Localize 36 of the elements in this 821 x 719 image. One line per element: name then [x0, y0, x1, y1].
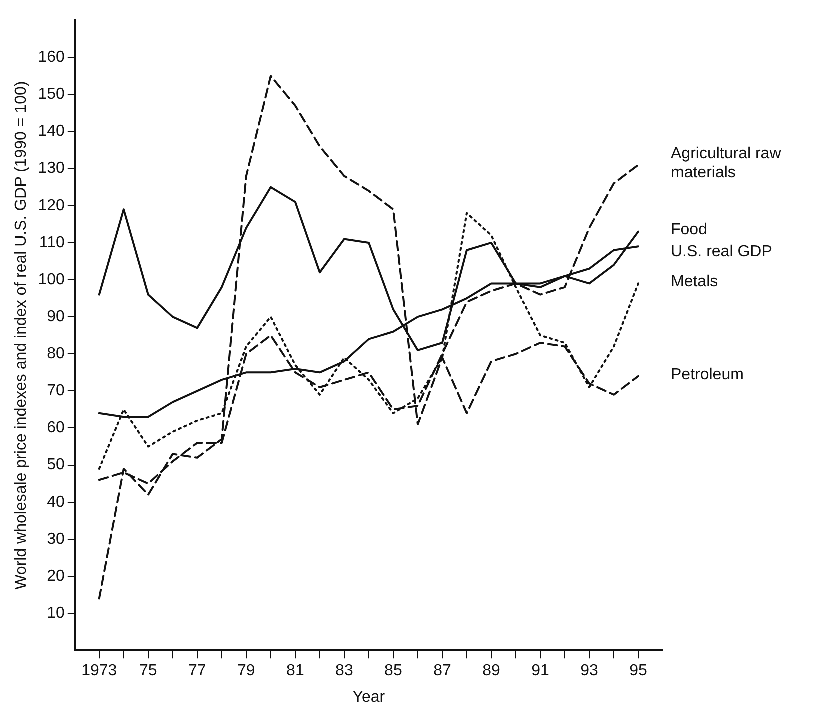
y-tick-label: 150 [38, 86, 65, 104]
text: Agricultural raw materials [671, 146, 782, 182]
y-tick-label: 130 [38, 160, 65, 178]
y-tick-label: 60 [47, 420, 65, 437]
y-tick-label: 120 [38, 197, 65, 214]
y-tick-label: 50 [47, 456, 65, 474]
text: Petroleum [671, 366, 744, 384]
y-tick-label: 20 [47, 568, 65, 585]
text: Food [671, 222, 708, 239]
x-tick-label: 93 [580, 662, 598, 680]
text: Metals [671, 274, 718, 291]
x-tick-label: 83 [336, 662, 354, 680]
y-tick-label: 110 [39, 234, 65, 252]
y-tick-label: 160 [38, 49, 65, 66]
y-tick-label: 90 [47, 308, 65, 326]
x-tick-label: 75 [140, 662, 158, 680]
x-tick-label: 77 [188, 662, 206, 680]
line-series [98, 75, 640, 600]
y-axis-title: World wholesale price indexes and index of real U.S. GDP (1990 = 100) [13, 81, 30, 590]
y-tick-label: 70 [47, 382, 65, 400]
x-tick-label: 79 [238, 662, 256, 680]
text: U.S. real GDP [671, 244, 772, 261]
x-tick-label: 87 [434, 662, 452, 680]
x-axis-title: Year [352, 688, 386, 706]
y-tick-label: 80 [47, 346, 65, 363]
y-tick-label: 10 [47, 604, 65, 622]
y-tick-label: 140 [38, 123, 65, 140]
y-tick-label: 100 [38, 271, 65, 288]
x-tick-label: 85 [384, 662, 402, 680]
x-tick-label: 95 [630, 662, 648, 680]
x-tick-label: 91 [532, 662, 550, 680]
x-tick-label: 1973 [82, 662, 118, 680]
x-tick-label: 81 [286, 662, 304, 680]
y-tick-label: 40 [47, 494, 65, 511]
y-tick-label: 30 [47, 530, 65, 548]
x-tick-label: 89 [482, 662, 500, 680]
